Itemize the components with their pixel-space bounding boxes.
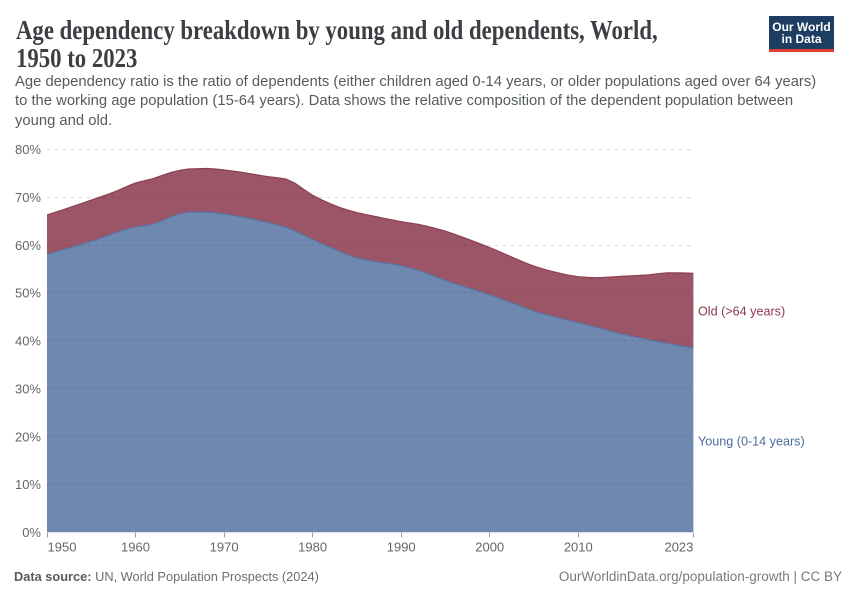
svg-text:1970: 1970 — [210, 540, 239, 555]
svg-text:20%: 20% — [15, 429, 41, 444]
svg-text:1960: 1960 — [121, 540, 150, 555]
svg-text:Old (>64 years): Old (>64 years) — [698, 305, 785, 319]
svg-text:10%: 10% — [15, 477, 41, 492]
svg-text:Young (0-14 years): Young (0-14 years) — [698, 435, 805, 449]
svg-text:2010: 2010 — [564, 540, 593, 555]
svg-text:70%: 70% — [15, 190, 41, 205]
svg-text:80%: 80% — [15, 142, 41, 157]
svg-text:2000: 2000 — [475, 540, 504, 555]
svg-text:40%: 40% — [15, 334, 41, 349]
svg-text:1990: 1990 — [387, 540, 416, 555]
svg-text:30%: 30% — [15, 381, 41, 396]
svg-text:0%: 0% — [22, 525, 41, 540]
svg-text:60%: 60% — [15, 238, 41, 253]
svg-text:2023: 2023 — [664, 540, 693, 555]
svg-text:1950: 1950 — [48, 540, 77, 555]
svg-text:1980: 1980 — [298, 540, 327, 555]
svg-text:50%: 50% — [15, 286, 41, 301]
